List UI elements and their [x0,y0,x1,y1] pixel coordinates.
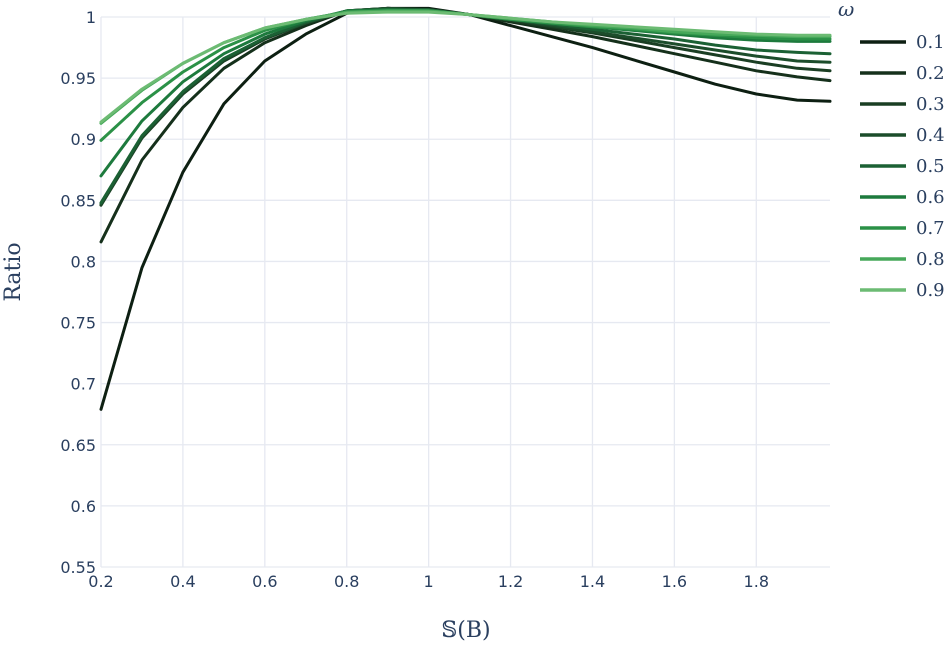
legend-item[interactable]: 0.6 [860,187,945,208]
legend-items: 0.1 0.2 0.3 0.4 0.5 0.6 0.7 0.8 0.9 [860,32,945,301]
legend-label: 0.2 [916,63,945,84]
y-tick-label: 1 [86,8,96,27]
series-line-0.7 [99,9,832,142]
legend-item[interactable]: 0.2 [860,63,945,84]
x-tick-label: 0.8 [334,572,359,591]
legend-label: 0.8 [916,249,945,270]
legend-label: 0.6 [916,187,945,208]
legend-label: 0.7 [916,218,945,239]
y-tick-label: 0.8 [71,252,96,271]
y-tick-label: 0.7 [71,375,96,394]
x-tick-labels: 0.2 0.4 0.6 0.8 1 1.2 1.4 1.6 1.8 [88,572,769,591]
x-tick-label: 1.2 [498,572,523,591]
legend-item[interactable]: 0.1 [860,32,945,53]
y-tick-label: 0.85 [60,191,96,210]
legend-item[interactable]: 0.9 [860,280,945,301]
x-tick-label: 0.6 [252,572,277,591]
y-axis-title: Ratio [1,242,26,301]
legend-item[interactable]: 0.7 [860,218,945,239]
legend-item[interactable]: 0.4 [860,125,945,146]
legend-title: ω [838,0,854,21]
legend-label: 0.5 [916,156,945,177]
legend-label: 0.4 [916,125,945,146]
x-tick-label: 1.4 [580,572,605,591]
y-tick-label: 0.65 [60,436,96,455]
x-tick-label: 0.2 [88,572,113,591]
x-tick-label: 0.4 [170,572,195,591]
y-tick-labels: 0.55 0.6 0.65 0.7 0.75 0.8 0.85 0.9 0.95 1 [60,8,96,577]
grid-lines [100,16,830,568]
x-axis-title: 𝕊(B) [441,618,490,643]
y-tick-label: 0.6 [71,497,96,516]
series-line-0.9 [99,10,832,124]
legend: ω 0.1 0.2 0.3 0.4 0.5 0.6 0.7 0.8 0.9 [838,0,945,301]
legend-item[interactable]: 0.5 [860,156,945,177]
y-tick-label: 0.55 [60,558,96,577]
y-tick-label: 0.95 [60,69,96,88]
legend-label: 0.3 [916,94,945,115]
x-tick-label: 1 [424,572,434,591]
x-tick-label: 1.8 [744,572,769,591]
legend-item[interactable]: 0.8 [860,249,945,270]
y-tick-label: 0.9 [71,130,96,149]
series-lines [99,6,832,411]
y-tick-label: 0.75 [60,314,96,333]
legend-item[interactable]: 0.3 [860,94,945,115]
legend-label: 0.1 [916,32,945,53]
series-line-0.8 [99,9,832,125]
x-tick-label: 1.6 [662,572,687,591]
legend-label: 0.9 [916,280,945,301]
